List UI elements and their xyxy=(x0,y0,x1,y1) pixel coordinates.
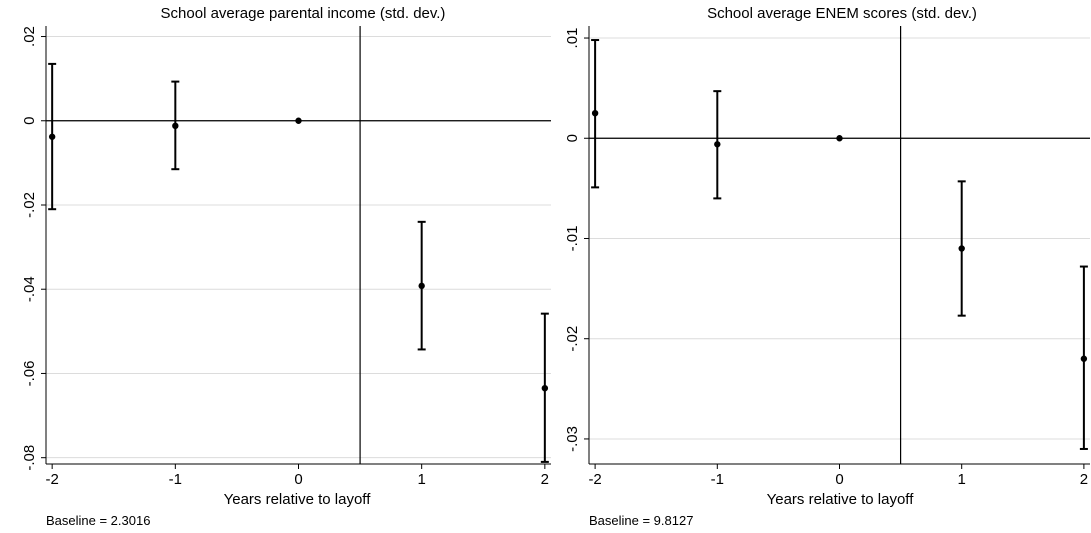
y-tick-label: -.08 xyxy=(21,445,38,471)
x-tick-label: -2 xyxy=(45,471,58,488)
x-tick-label: 2 xyxy=(1080,471,1088,488)
y-tick-label: -.02 xyxy=(21,192,38,218)
chart-title: School average ENEM scores (std. dev.) xyxy=(707,5,977,22)
point-estimate-marker xyxy=(591,109,599,117)
baseline-note: Baseline = 9.8127 xyxy=(589,513,694,528)
y-tick-label: -.04 xyxy=(21,276,38,302)
chart-panel-enem-scores: .01 0 -.01 -.02 -.03 -2 -1 0 1 2 School average E… xyxy=(545,0,1091,533)
point-estimate-marker xyxy=(836,135,843,142)
x-tick-label: -1 xyxy=(169,471,182,488)
point-estimate-marker xyxy=(295,117,302,124)
y-tick-label: .01 xyxy=(564,28,581,49)
y-tick-label: .02 xyxy=(21,26,38,47)
y-tick-label: 0 xyxy=(564,134,581,142)
x-tick-label: 0 xyxy=(835,471,843,488)
x-tick-label: 1 xyxy=(417,471,425,488)
x-tick-label: -2 xyxy=(588,471,601,488)
y-tick-label: -.06 xyxy=(21,361,38,387)
x-tick-label: 2 xyxy=(541,471,549,488)
y-tick-label: 0 xyxy=(21,117,38,125)
point-estimate-marker xyxy=(1080,355,1088,362)
point-estimate-marker xyxy=(714,141,721,148)
chart-title: School average parental income (std. dev… xyxy=(160,5,446,22)
chart-plot-area: .01 0 -.01 -.02 -.03 -2 -1 0 1 2 xyxy=(564,26,1090,488)
point-estimate-marker xyxy=(418,282,425,290)
chart-plot-area: .02 0 -.02 -.04 -.06 -.08 -2 -1 0 1 2 xyxy=(21,26,551,488)
x-tick-label: 1 xyxy=(958,471,966,488)
x-tick-label: 0 xyxy=(294,471,302,488)
point-estimate-marker xyxy=(541,384,549,392)
point-estimate-marker xyxy=(48,133,56,140)
x-axis-label: Years relative to layoff xyxy=(223,491,371,508)
chart-panel-parental-income: .02 0 -.02 -.04 -.06 -.08 -2 -1 0 1 2 School avera… xyxy=(21,5,551,528)
point-estimate-marker xyxy=(172,122,179,130)
baseline-note: Baseline = 2.3016 xyxy=(46,513,151,528)
x-axis-label: Years relative to layoff xyxy=(766,491,914,508)
y-tick-label: -.01 xyxy=(564,226,581,252)
x-tick-label: -1 xyxy=(711,471,724,488)
y-tick-label: -.02 xyxy=(564,326,581,352)
y-tick-label: -.03 xyxy=(564,426,581,452)
point-estimate-marker xyxy=(958,245,965,252)
